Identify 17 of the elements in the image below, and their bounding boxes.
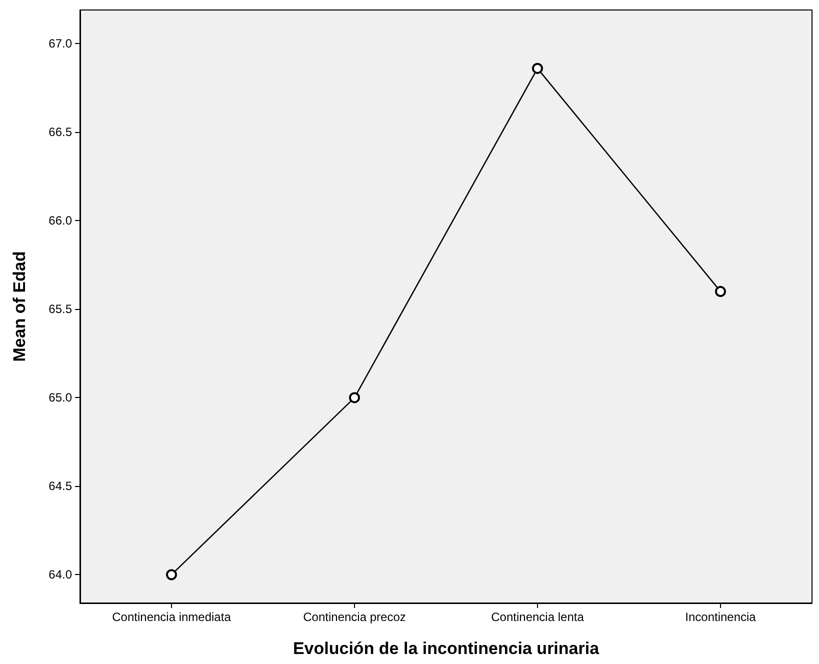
x-tick-label: Continencia precoz (303, 610, 406, 624)
y-tick-label: 64.0 (48, 568, 72, 582)
y-tick-label: 64.5 (48, 479, 72, 494)
y-tick-label: 66.0 (48, 214, 72, 228)
x-axis-title: Evolución de la incontinencia urinaria (292, 639, 600, 658)
x-tick-label: Continencia lenta (491, 610, 584, 624)
y-tick-label: 65.0 (48, 390, 72, 405)
point (532, 62, 543, 74)
y-tick-label: 66.5 (48, 125, 72, 140)
x-tick-label: Incontinencia (685, 610, 756, 624)
point (166, 569, 177, 580)
x-tick-label: Continencia inmediata (112, 610, 232, 624)
y-tick-label: 65.5 (48, 302, 72, 316)
y-tick-label: 67.0 (48, 36, 72, 51)
point (715, 286, 726, 297)
point (349, 392, 360, 404)
y-axis-title: Mean of Edad (10, 251, 29, 362)
